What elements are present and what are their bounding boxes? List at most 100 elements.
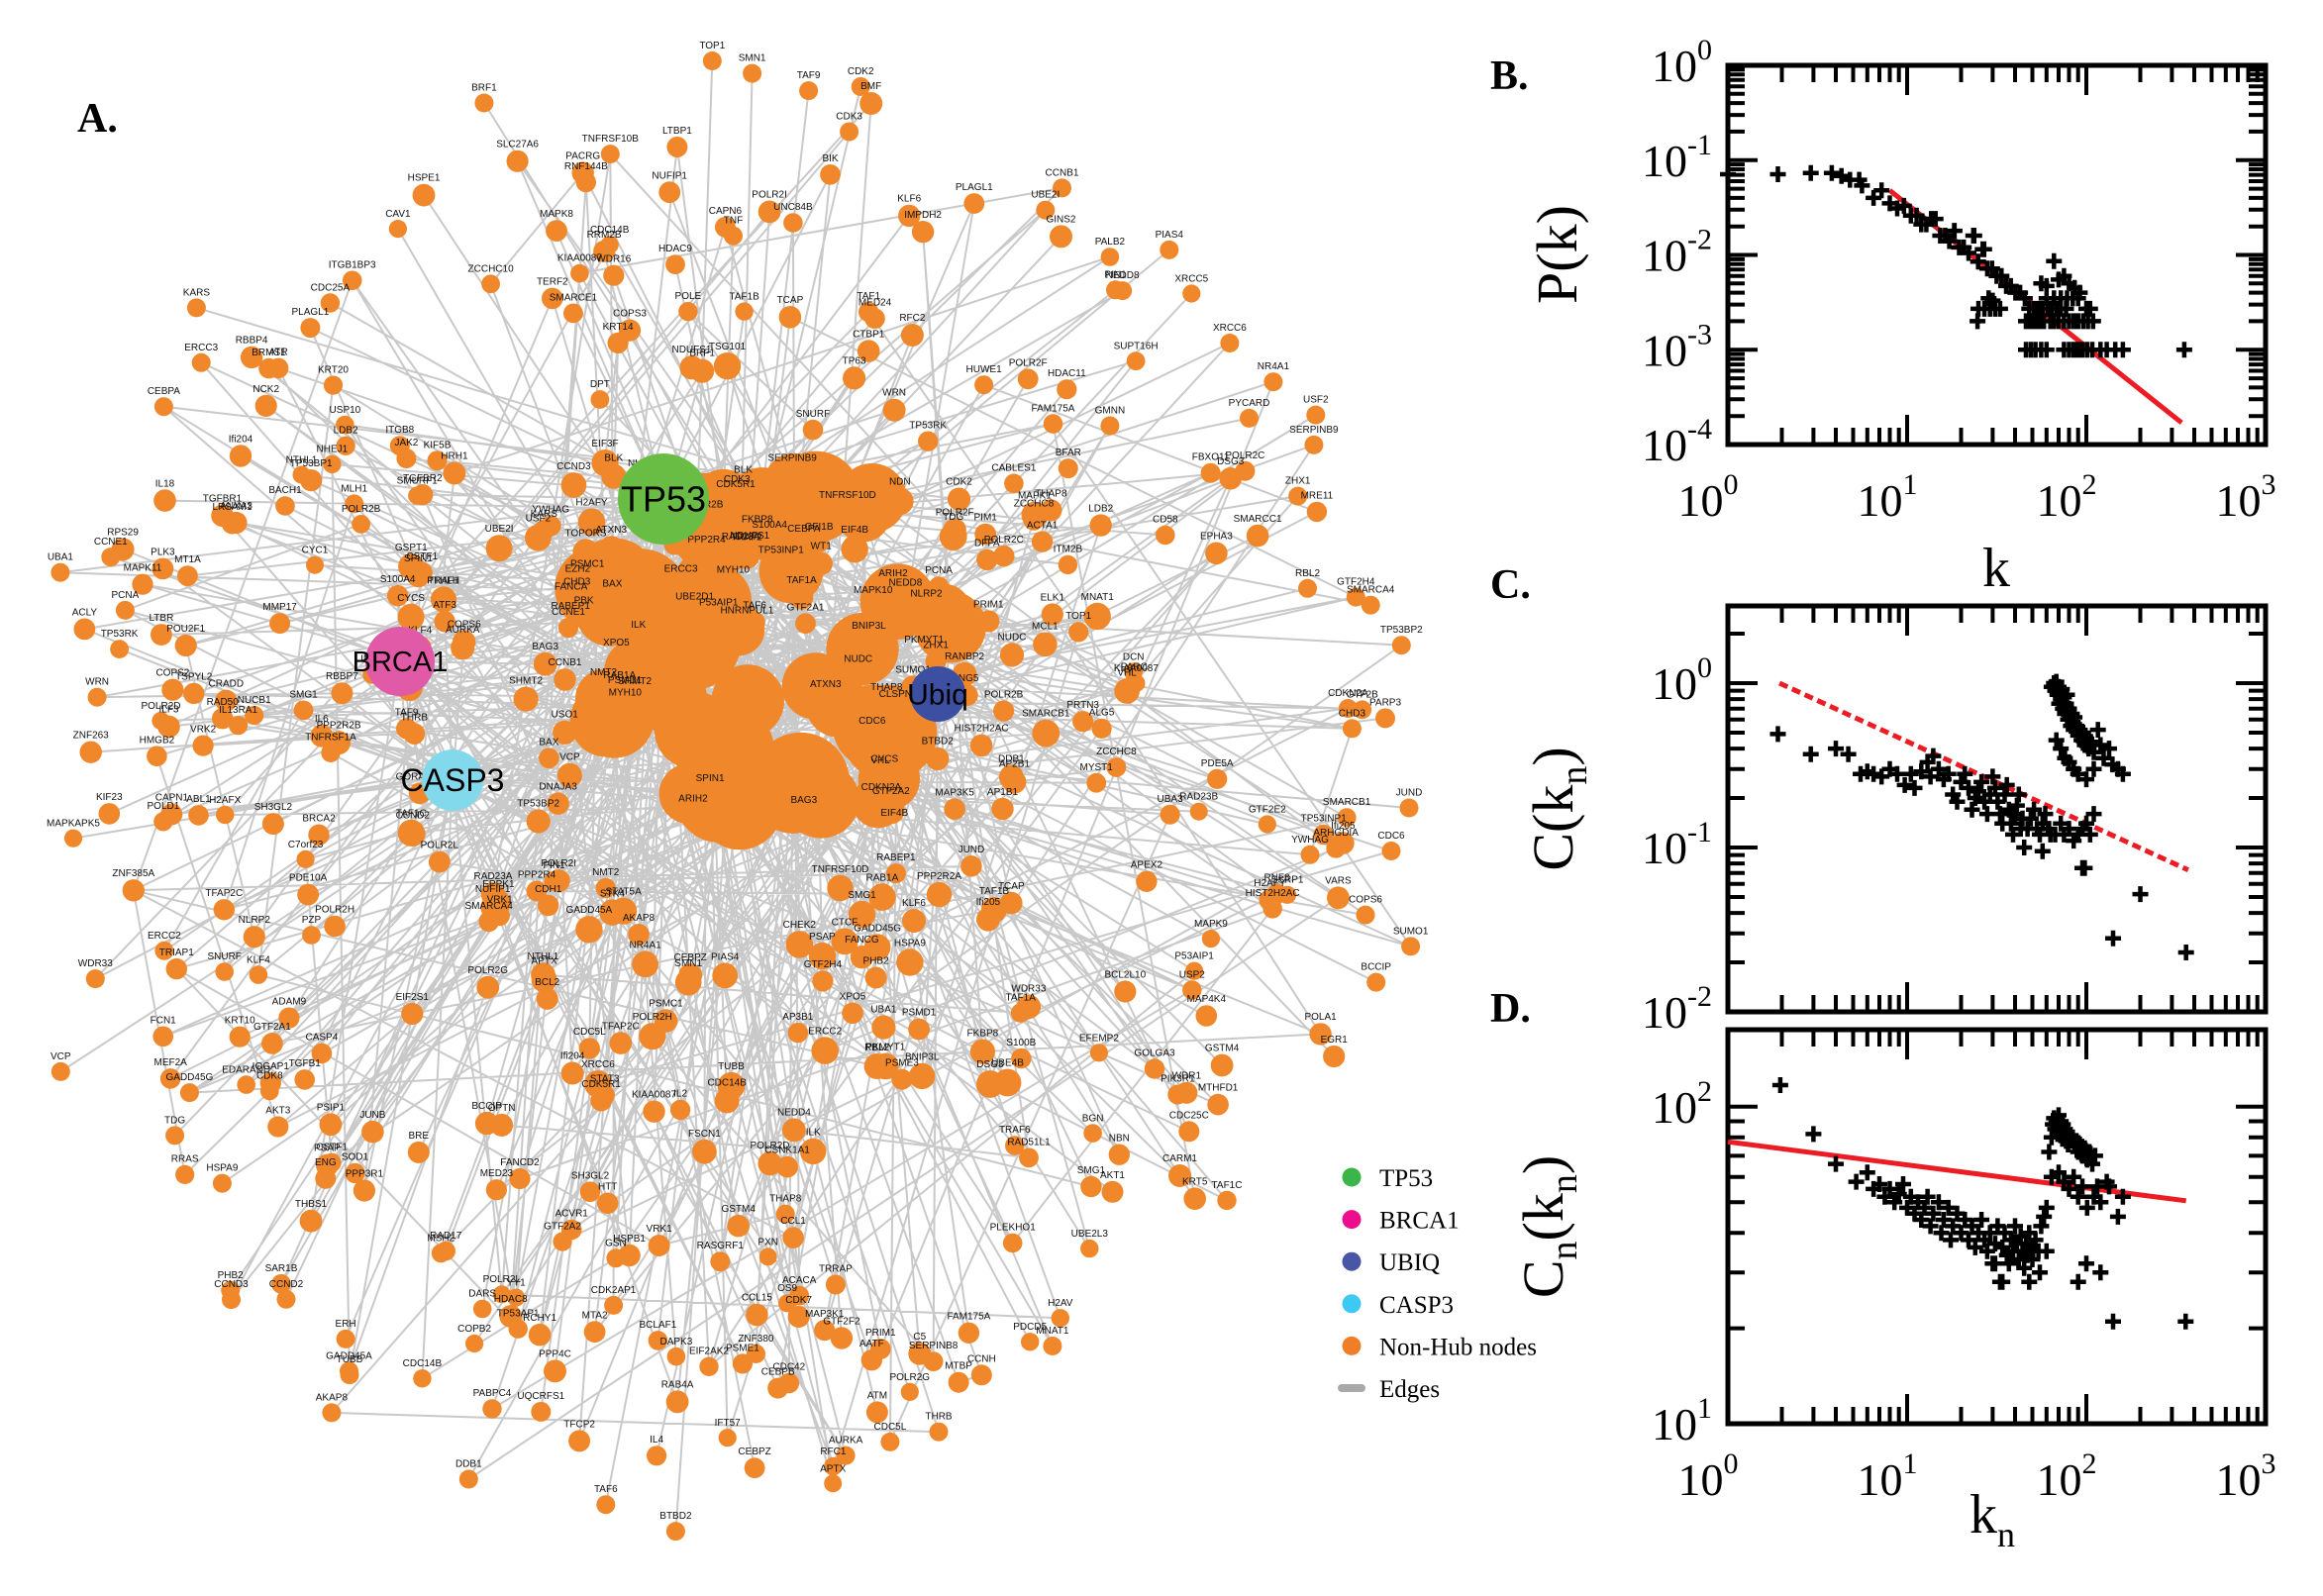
node bbox=[1051, 1309, 1070, 1328]
node bbox=[122, 879, 145, 902]
hub-node-brca1 bbox=[365, 627, 435, 696]
node-label: NDUFS1 bbox=[671, 345, 711, 355]
node-label: USF2 bbox=[526, 514, 552, 525]
node-label: GTF2F2 bbox=[823, 1316, 860, 1327]
node-label: CDC6 bbox=[858, 716, 886, 727]
node bbox=[1262, 899, 1282, 919]
node-label: EIF2S1 bbox=[396, 992, 430, 1003]
node bbox=[705, 608, 732, 635]
node-label: CCND2 bbox=[396, 810, 431, 821]
node bbox=[310, 724, 334, 748]
node-label: NUDC bbox=[998, 632, 1027, 643]
node bbox=[610, 897, 638, 925]
node bbox=[215, 689, 238, 712]
axis-ticks bbox=[1728, 65, 2266, 445]
node-label: PARC bbox=[1121, 662, 1148, 673]
node-label: APEX2 bbox=[1131, 860, 1163, 871]
node bbox=[575, 916, 603, 944]
node bbox=[345, 494, 364, 514]
node-label: BRE bbox=[409, 1131, 430, 1142]
node bbox=[299, 1209, 323, 1233]
node bbox=[353, 1179, 375, 1202]
node-label: NLRP2 bbox=[239, 915, 271, 926]
node bbox=[320, 293, 341, 313]
node bbox=[546, 220, 567, 243]
node-label: USP2 bbox=[1179, 969, 1206, 980]
node-label: FAM175A bbox=[947, 1312, 990, 1323]
tick-label: 10-1 bbox=[1642, 129, 1712, 186]
node bbox=[271, 1273, 291, 1294]
node bbox=[900, 1382, 919, 1401]
node bbox=[153, 489, 176, 512]
node-label: BAG3 bbox=[790, 795, 817, 806]
node bbox=[848, 900, 876, 929]
node-label: SERPINB9 bbox=[767, 453, 817, 464]
node bbox=[800, 1138, 827, 1165]
node-label: GADD45A bbox=[566, 905, 613, 916]
node bbox=[1043, 1337, 1062, 1355]
node bbox=[1327, 886, 1350, 910]
node-label: CCL15 bbox=[742, 1293, 773, 1304]
node-label: SMN1 bbox=[739, 53, 766, 64]
node bbox=[556, 762, 582, 788]
node-label: KIAA0087 bbox=[632, 1090, 676, 1101]
node-label: NLRP2 bbox=[910, 589, 943, 600]
node-label: Ifi204 bbox=[560, 1051, 585, 1062]
node bbox=[583, 1321, 606, 1344]
node-label: EFEMP2 bbox=[1079, 1033, 1119, 1044]
node-label: CDC14B bbox=[590, 225, 630, 236]
node bbox=[506, 150, 529, 172]
node-label: PSAP bbox=[314, 1144, 341, 1154]
node-label: IL18 bbox=[155, 478, 175, 489]
node-label: COPB2 bbox=[457, 1324, 491, 1335]
node bbox=[544, 870, 564, 892]
node bbox=[880, 1432, 900, 1451]
node bbox=[795, 613, 816, 635]
node-label: POLR2G bbox=[890, 1372, 931, 1383]
node bbox=[669, 1099, 691, 1121]
node-label: PTHLH bbox=[427, 576, 459, 587]
node bbox=[73, 618, 96, 641]
node bbox=[735, 302, 754, 321]
node-label: SUMO1 bbox=[1393, 926, 1429, 937]
node-label: IMPDH2 bbox=[904, 210, 942, 221]
node bbox=[969, 734, 993, 757]
node bbox=[153, 397, 173, 417]
node-label: CHEK2 bbox=[783, 920, 817, 931]
node-label: SHMT2 bbox=[618, 676, 652, 687]
node-label: MED23 bbox=[480, 1168, 514, 1179]
node-label: DSG3 bbox=[976, 1059, 1004, 1070]
node-label: MEF2A bbox=[154, 1057, 188, 1068]
node bbox=[319, 1113, 343, 1137]
node bbox=[746, 1303, 768, 1327]
node-label: AKAP8 bbox=[623, 913, 656, 924]
legend-label: UBIQ bbox=[1379, 1249, 1440, 1276]
node-label: POLR2D bbox=[141, 701, 180, 712]
node-label: TUBB bbox=[337, 1354, 363, 1365]
node bbox=[802, 419, 824, 441]
node-label: JUNB bbox=[359, 1110, 385, 1121]
node-label: ZCCHC10 bbox=[468, 263, 515, 274]
node bbox=[110, 640, 129, 658]
node-label: SMARCE1 bbox=[550, 293, 598, 304]
node-label: MAPK8 bbox=[540, 209, 573, 220]
node-label: WDR33 bbox=[1011, 984, 1046, 995]
node bbox=[1100, 248, 1120, 266]
node-label: CTCF bbox=[832, 918, 858, 929]
node bbox=[490, 1113, 514, 1137]
node bbox=[159, 1068, 181, 1089]
node-label: TOP1 bbox=[1065, 611, 1091, 622]
node bbox=[1160, 804, 1180, 825]
node-label: THAP8 bbox=[769, 1194, 802, 1205]
node bbox=[812, 970, 834, 992]
node bbox=[526, 880, 548, 902]
node-label: UNC84B bbox=[773, 202, 813, 213]
node-label: NDN bbox=[889, 477, 911, 488]
tick-label: 103 bbox=[2216, 1447, 2276, 1505]
node-label: MCL1 bbox=[1032, 622, 1059, 633]
node bbox=[775, 1204, 795, 1224]
node bbox=[1114, 980, 1137, 1003]
node-label: PSMC1 bbox=[570, 558, 605, 569]
node-label: ZHX1 bbox=[1285, 476, 1311, 487]
